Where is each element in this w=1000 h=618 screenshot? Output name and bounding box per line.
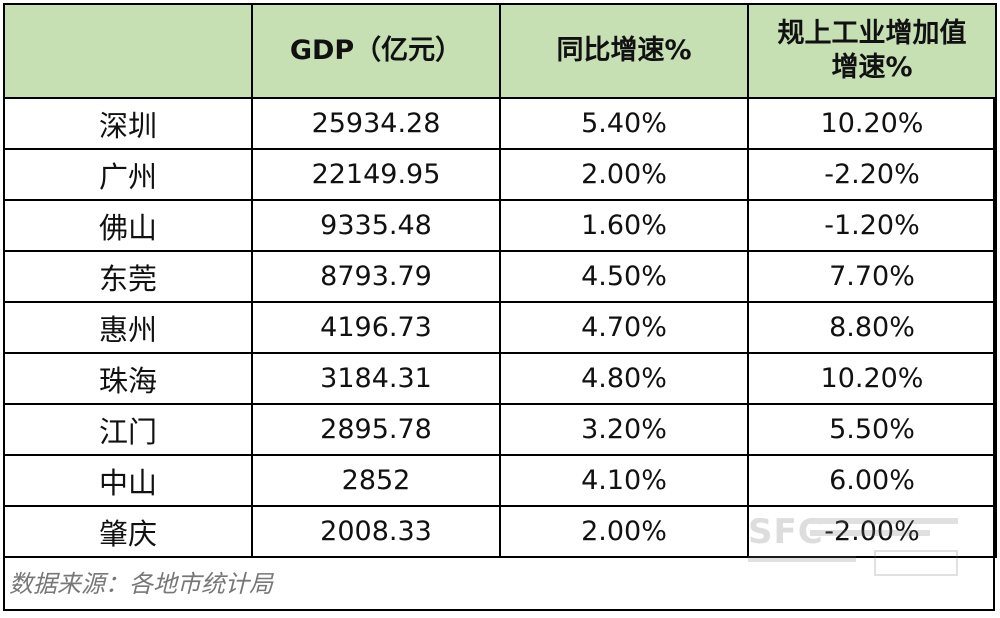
gdp-cell: 2895.78 bbox=[251, 403, 501, 456]
growth-cell: 5.40% bbox=[499, 97, 749, 150]
industrial-growth-cell: 5.50% bbox=[747, 403, 997, 456]
gdp-cell: 9335.48 bbox=[251, 199, 501, 252]
city-cell: 深圳 bbox=[3, 97, 253, 150]
city-cell: 珠海 bbox=[3, 352, 253, 405]
table-row: 中山 2852 4.10% 6.00% bbox=[3, 454, 997, 507]
gdp-cell: 3184.31 bbox=[251, 352, 501, 405]
industrial-growth-cell: 8.80% bbox=[747, 301, 997, 354]
gdp-cell: 4196.73 bbox=[251, 301, 501, 354]
watermark-line-3 bbox=[748, 556, 856, 562]
table-row: 惠州 4196.73 4.70% 8.80% bbox=[3, 301, 997, 354]
gdp-cell: 22149.95 bbox=[251, 148, 501, 201]
city-cell: 惠州 bbox=[3, 301, 253, 354]
table-row: 广州 22149.95 2.00% -2.20% bbox=[3, 148, 997, 201]
city-cell: 中山 bbox=[3, 454, 253, 507]
header-cell-gdp: GDP（亿元） bbox=[251, 3, 501, 99]
gdp-cell: 2008.33 bbox=[251, 505, 501, 558]
gdp-cell: 2852 bbox=[251, 454, 501, 507]
data-table-container: GDP（亿元） 同比增速% 规上工业增加值增速% 深圳 25934.28 5.4… bbox=[3, 3, 997, 611]
growth-cell: 2.00% bbox=[499, 505, 749, 558]
growth-cell: 2.00% bbox=[499, 148, 749, 201]
header-cell-city bbox=[3, 3, 253, 99]
table-row: 东莞 8793.79 4.50% 7.70% bbox=[3, 250, 997, 303]
city-cell: 东莞 bbox=[3, 250, 253, 303]
header-industrial-label: 规上工业增加值增速% bbox=[777, 18, 967, 83]
city-cell: 肇庆 bbox=[3, 505, 253, 558]
industrial-growth-cell: 10.20% bbox=[747, 352, 997, 405]
growth-cell: 4.70% bbox=[499, 301, 749, 354]
watermark-line-1 bbox=[810, 518, 958, 524]
industrial-growth-cell: -2.00% bbox=[747, 505, 997, 558]
industrial-growth-cell: 10.20% bbox=[747, 97, 997, 150]
growth-cell: 3.20% bbox=[499, 403, 749, 456]
city-cell: 广州 bbox=[3, 148, 253, 201]
watermark-line-2 bbox=[810, 530, 930, 536]
city-cell: 佛山 bbox=[3, 199, 253, 252]
table-row: 珠海 3184.31 4.80% 10.20% bbox=[3, 352, 997, 405]
table-row: 江门 2895.78 3.20% 5.50% bbox=[3, 403, 997, 456]
growth-cell: 1.60% bbox=[499, 199, 749, 252]
sfc-watermark-logo: SFC bbox=[748, 512, 960, 578]
gdp-cell: 25934.28 bbox=[251, 97, 501, 150]
gdp-table: GDP（亿元） 同比增速% 规上工业增加值增速% 深圳 25934.28 5.4… bbox=[3, 3, 997, 558]
table-row: 深圳 25934.28 5.40% 10.20% bbox=[3, 97, 997, 150]
growth-cell: 4.80% bbox=[499, 352, 749, 405]
watermark-21-badge bbox=[874, 550, 958, 576]
industrial-growth-cell: 6.00% bbox=[747, 454, 997, 507]
header-cell-industrial-growth: 规上工业增加值增速% bbox=[747, 3, 997, 99]
gdp-cell: 8793.79 bbox=[251, 250, 501, 303]
table-row: 佛山 9335.48 1.60% -1.20% bbox=[3, 199, 997, 252]
city-cell: 江门 bbox=[3, 403, 253, 456]
data-source-note: 数据来源：各地市统计局 bbox=[9, 570, 273, 598]
growth-cell: 4.10% bbox=[499, 454, 749, 507]
growth-cell: 4.50% bbox=[499, 250, 749, 303]
industrial-growth-cell: -1.20% bbox=[747, 199, 997, 252]
industrial-growth-cell: -2.20% bbox=[747, 148, 997, 201]
industrial-growth-cell: 7.70% bbox=[747, 250, 997, 303]
watermark-logo-text: SFC bbox=[748, 512, 824, 552]
table-row: 肇庆 2008.33 2.00% -2.00% bbox=[3, 505, 997, 558]
header-cell-growth: 同比增速% bbox=[499, 3, 749, 99]
header-row: GDP（亿元） 同比增速% 规上工业增加值增速% bbox=[3, 3, 997, 99]
